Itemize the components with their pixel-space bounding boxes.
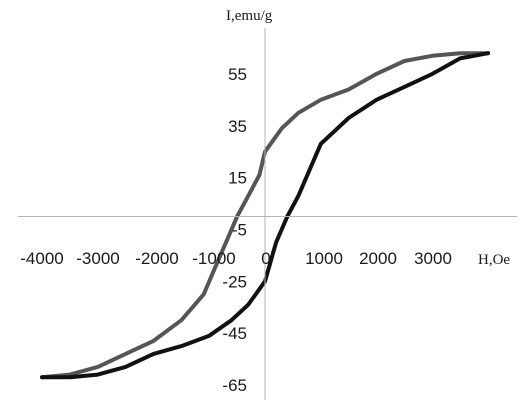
y-tick-labels: 55 35 15 -5 -25 -45 -65	[222, 65, 247, 395]
y-tick-label: 35	[228, 117, 247, 136]
y-tick-label: -45	[222, 324, 247, 343]
y-tick-label: -25	[222, 272, 247, 291]
x-tick-label: 1000	[305, 249, 343, 268]
hysteresis-curve-2	[40, 51, 490, 380]
y-tick-label: -5	[232, 220, 247, 239]
x-tick-label: -4000	[20, 249, 63, 268]
x-tick-labels: -4000 -3000 -2000 -1000 0 1000 2000 3000	[20, 249, 452, 268]
curves-layer	[40, 51, 490, 380]
x-tick-label: -1000	[192, 249, 235, 268]
x-axis-label: H,Oe	[478, 252, 510, 268]
y-axis-label: I,emu/g	[226, 8, 273, 24]
y-tick-label: 15	[228, 169, 247, 188]
x-tick-label: -2000	[135, 249, 178, 268]
x-tick-label: -3000	[76, 249, 119, 268]
y-tick-label: -65	[222, 376, 247, 395]
x-tick-label: 0	[261, 249, 270, 268]
x-tick-label: 3000	[414, 249, 452, 268]
y-tick-label: 55	[228, 65, 247, 84]
hysteresis-curve-1	[40, 51, 490, 380]
x-tick-label: 2000	[359, 249, 397, 268]
